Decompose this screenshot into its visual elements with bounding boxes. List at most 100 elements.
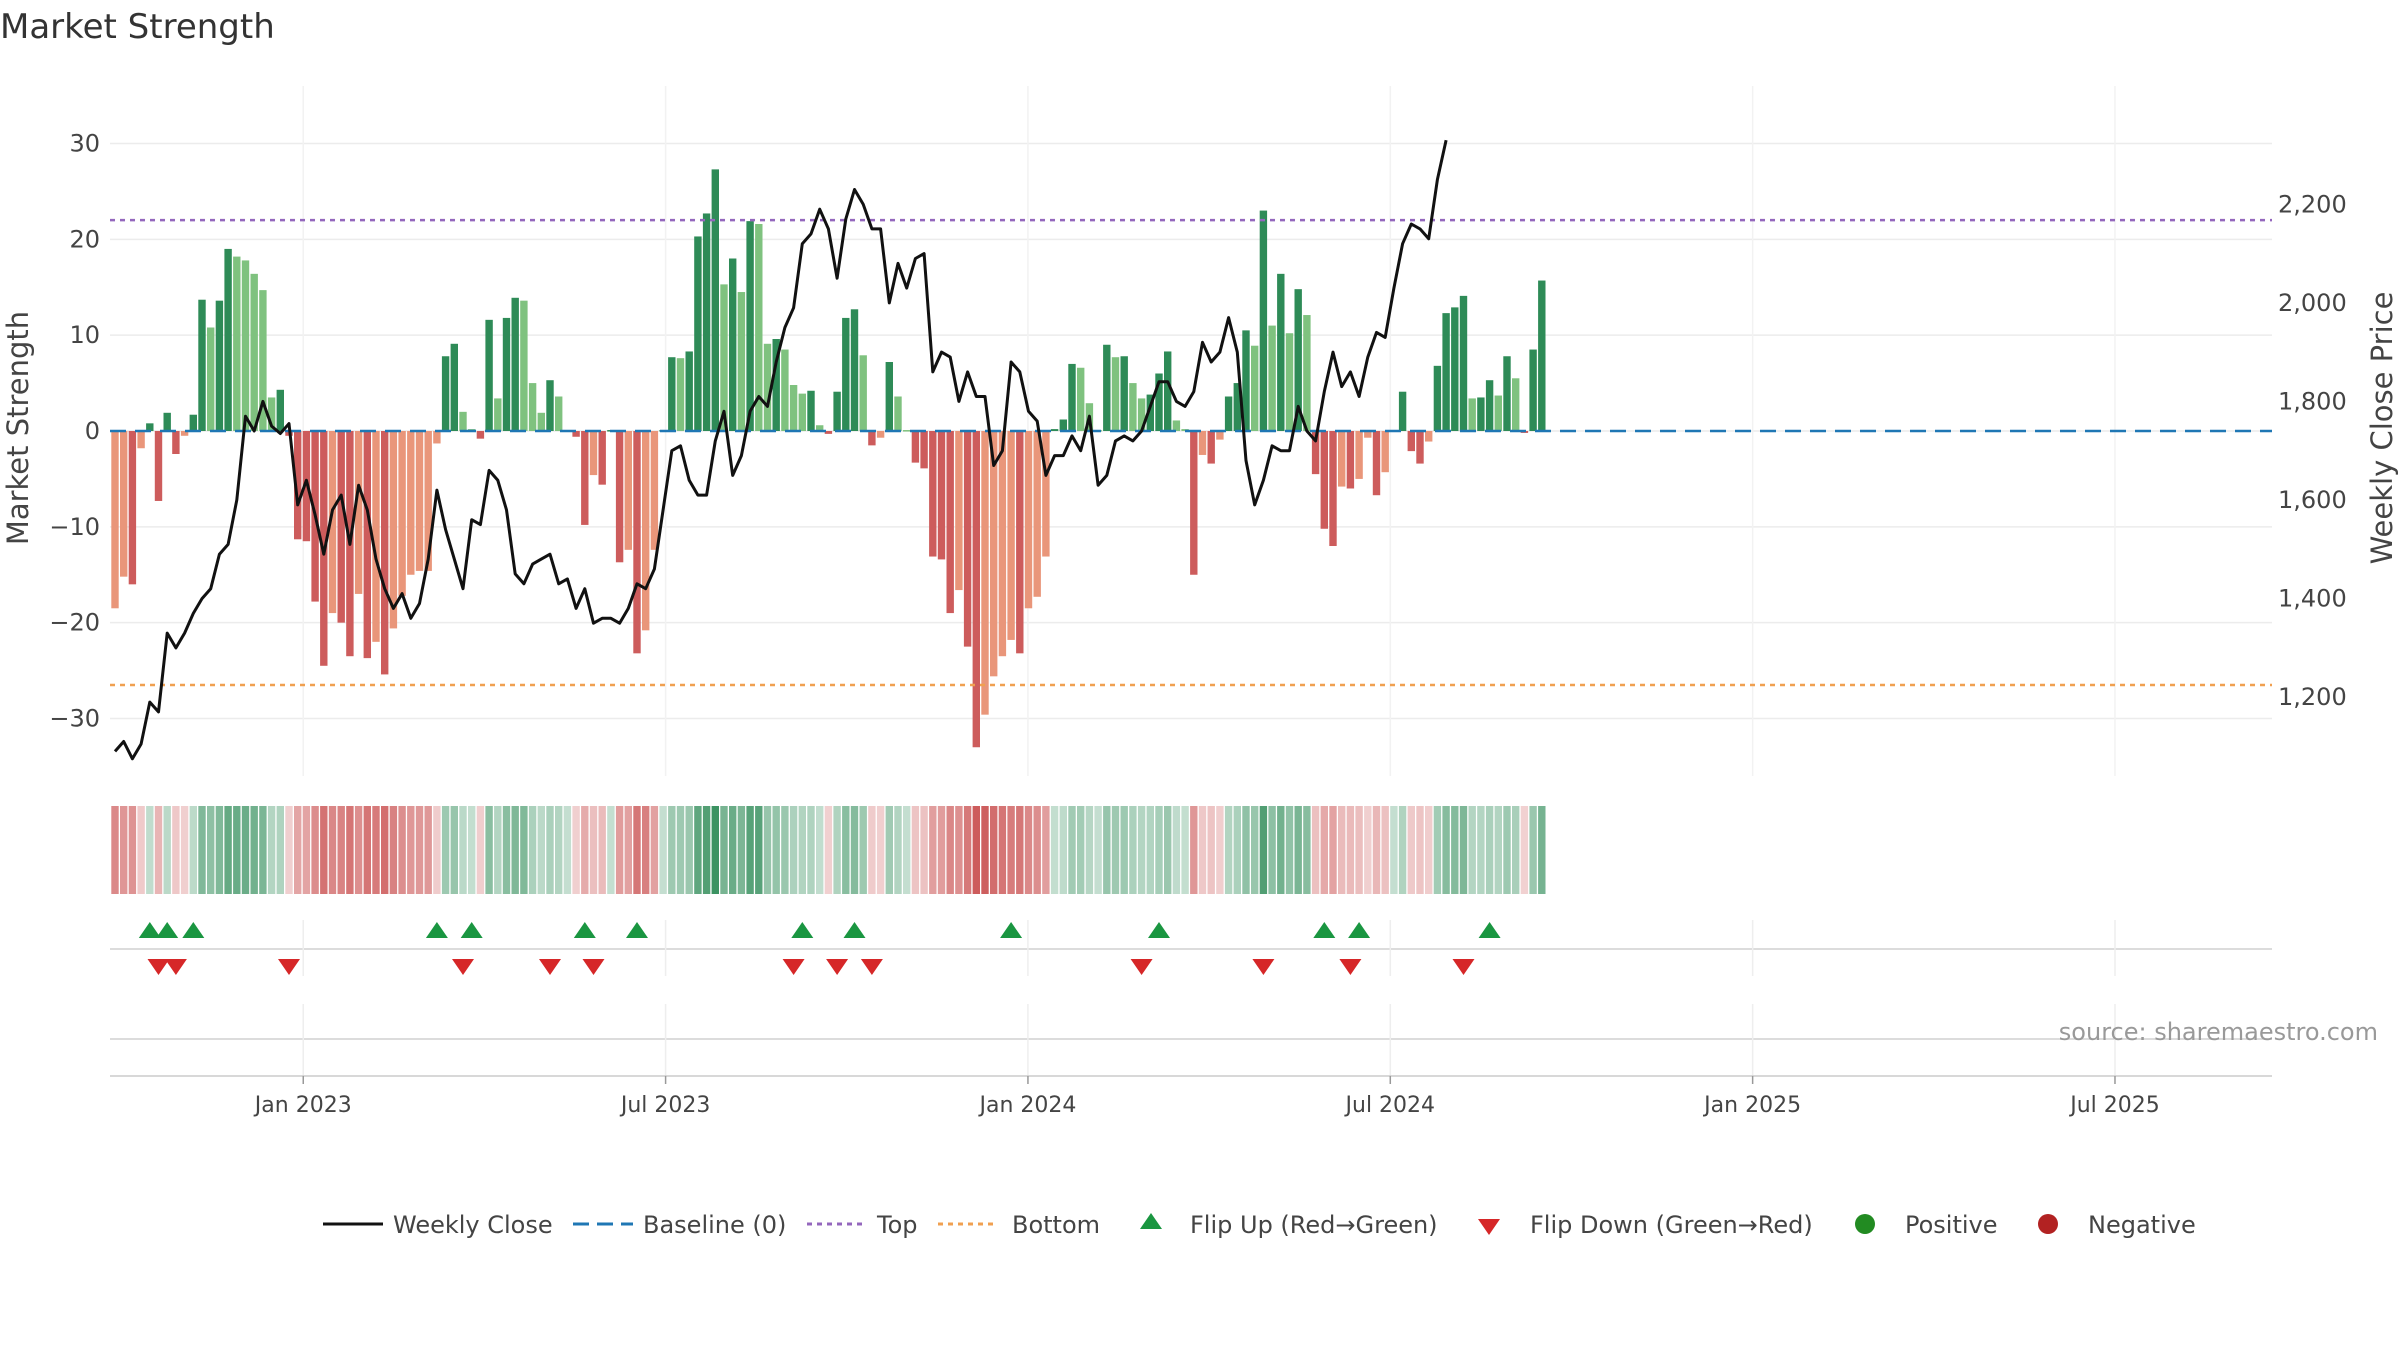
weekly-close-line — [113, 139, 1448, 761]
flip-up-marker — [138, 922, 161, 938]
strength-bar — [685, 351, 693, 431]
strength-bar — [650, 431, 659, 550]
left-axis-label: Market Strength — [1, 311, 35, 545]
heat-cell — [1103, 806, 1111, 894]
heat-cell — [1468, 806, 1476, 894]
strength-bar — [1277, 273, 1285, 431]
strength-bar — [615, 431, 624, 563]
strength-bar — [328, 431, 337, 614]
heat-cell — [468, 806, 476, 894]
x-tick-label: Jul 2023 — [619, 1093, 711, 1118]
heat-cell — [1059, 806, 1067, 894]
heat-cell — [424, 806, 432, 894]
strength-bar — [294, 431, 302, 540]
heat-cell — [972, 806, 980, 894]
heat-cell — [198, 806, 206, 894]
heat-cell — [1216, 806, 1224, 894]
flip-down-marker — [147, 959, 170, 975]
heat-cell — [1120, 806, 1128, 894]
strength-bar — [624, 431, 632, 550]
strength-bar — [476, 431, 485, 439]
heat-cell — [128, 806, 137, 894]
heat-cell — [555, 806, 563, 894]
strength-bar — [1233, 383, 1241, 431]
strength-bar — [276, 389, 284, 431]
flip-up-marker — [1000, 922, 1023, 938]
strength-bar — [972, 431, 980, 748]
heat-cell — [137, 806, 145, 894]
heat-cell — [1485, 806, 1494, 894]
heat-cell — [1364, 806, 1372, 894]
strength-bar — [1137, 398, 1146, 431]
strength-bar — [137, 431, 145, 449]
heat-cell — [1111, 806, 1120, 894]
heat-cell — [1251, 806, 1259, 894]
strength-bar — [676, 358, 685, 431]
heat-cell — [1259, 806, 1268, 894]
flip-down-marker — [782, 959, 805, 975]
flip-up-marker — [626, 922, 648, 938]
strength-bar — [807, 390, 815, 431]
strength-bar — [1259, 210, 1268, 431]
left-tick-label: 0 — [85, 417, 100, 445]
strength-bar — [885, 362, 893, 431]
heat-cell — [1520, 806, 1529, 894]
strength-bar — [267, 397, 276, 431]
heat-cell — [537, 806, 545, 894]
heat-cell — [1190, 806, 1198, 894]
heat-cell — [389, 806, 398, 894]
left-tick-label: 10 — [69, 321, 100, 349]
strength-bar — [372, 431, 380, 642]
heat-cell — [320, 806, 328, 894]
strength-bar — [415, 431, 424, 571]
x-tick-label: Jul 2025 — [2068, 1093, 2160, 1118]
strength-bar — [146, 423, 154, 431]
heat-cell — [720, 806, 728, 894]
heat-cell — [476, 806, 485, 894]
heat-cell — [1494, 806, 1502, 894]
strength-bar — [1338, 431, 1346, 487]
heat-cell — [259, 806, 267, 894]
strength-bar — [120, 431, 128, 577]
heat-cell — [998, 806, 1007, 894]
strength-bar — [128, 431, 137, 585]
strength-bar — [520, 300, 528, 431]
heat-cell — [737, 806, 746, 894]
heat-cell — [1425, 806, 1433, 894]
heat-cell — [1137, 806, 1146, 894]
strength-bar — [581, 431, 589, 525]
heat-cell — [981, 806, 989, 894]
heat-cell — [224, 806, 232, 894]
strength-bar — [1398, 391, 1407, 431]
heat-cell — [1372, 806, 1381, 894]
strength-bar — [1512, 378, 1520, 431]
strength-bar — [494, 398, 502, 431]
strength-bar — [920, 431, 928, 469]
chart-title: Market Strength — [0, 7, 275, 47]
strength-bar — [1372, 431, 1381, 496]
strength-bar — [798, 393, 806, 431]
heat-cell — [241, 806, 250, 894]
strength-bar — [781, 349, 789, 431]
strength-bar — [1416, 431, 1424, 464]
strength-bar — [598, 431, 606, 485]
heat-cell — [833, 806, 841, 894]
flip-up-marker — [1148, 922, 1170, 938]
strength-bar — [1251, 345, 1259, 431]
strength-bar — [755, 224, 763, 431]
heat-cell — [650, 806, 659, 894]
heat-cell — [598, 806, 606, 894]
heat-cell — [633, 806, 641, 894]
heat-cell — [120, 806, 128, 894]
heat-cell — [1503, 806, 1511, 894]
strength-bar — [172, 431, 180, 454]
heat-cell — [328, 806, 337, 894]
heat-cell — [755, 806, 763, 894]
heat-cell — [1407, 806, 1415, 894]
strength-bar — [694, 236, 702, 431]
strength-bar — [215, 300, 224, 431]
flip-up-marker — [1348, 922, 1371, 938]
flip-up-marker — [791, 922, 814, 938]
flip-markers — [110, 920, 2272, 976]
strength-bar — [450, 343, 458, 431]
